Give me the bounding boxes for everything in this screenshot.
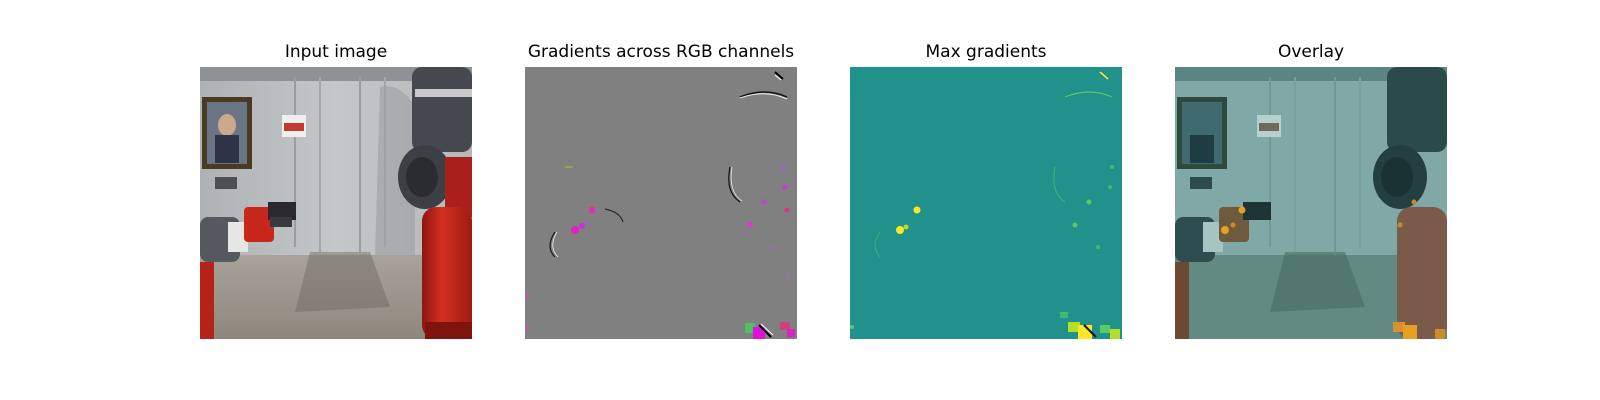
panel-max-gradients: Max gradients: [850, 0, 1122, 400]
panel-input-image: Input image: [200, 0, 472, 400]
panel-title: Input image: [284, 42, 388, 62]
overlay-image: [1175, 67, 1447, 339]
rgb-gradient-image: [525, 67, 797, 339]
panel-title: Overlay: [1277, 42, 1345, 62]
panel-title: Gradients across RGB channels: [527, 42, 795, 62]
panel-gradients-rgb: Gradients across RGB channels: [525, 0, 797, 400]
panel-title: Max gradients: [925, 42, 1047, 62]
max-gradient-image: [850, 67, 1122, 339]
input-image: [200, 67, 472, 339]
panel-overlay: Overlay: [1175, 0, 1447, 400]
